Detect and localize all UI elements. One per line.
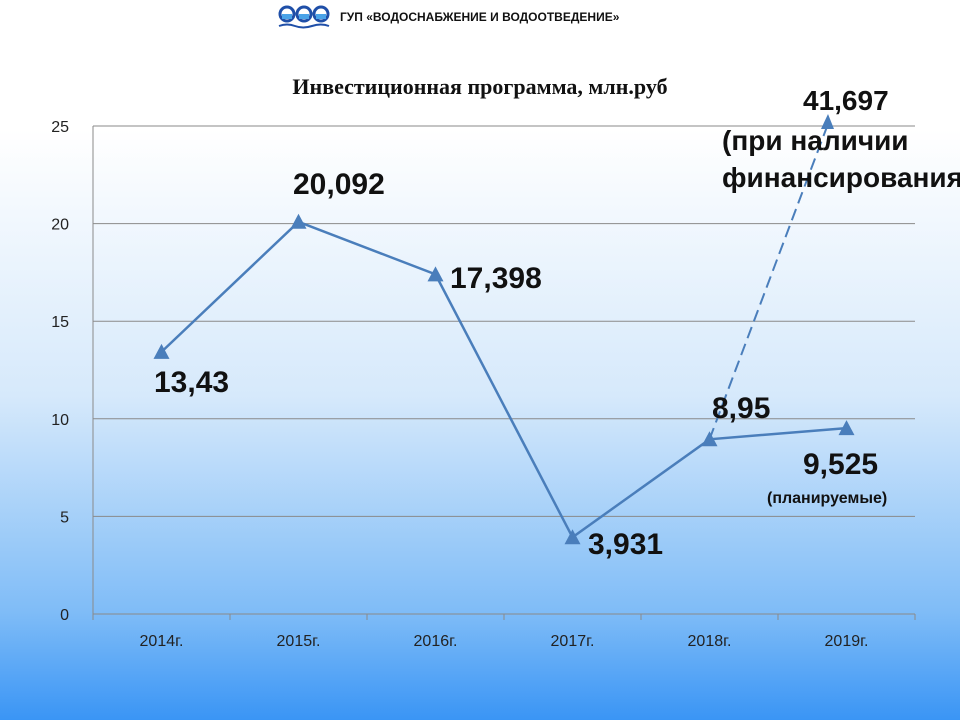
data-point-marker	[564, 529, 581, 545]
data-point-marker	[838, 420, 855, 436]
data-label: 9,525	[803, 448, 878, 481]
data-point-marker	[701, 431, 718, 447]
data-label: 17,398	[450, 262, 542, 295]
data-label: 13,43	[154, 366, 229, 399]
data-label: 3,931	[588, 528, 663, 561]
y-tick-label: 15	[51, 314, 69, 331]
organization-name: ГУП «ВОДОСНАБЖЕНИЕ И ВОДООТВЕДЕНИЕ»	[340, 10, 620, 24]
y-tick-label: 5	[60, 509, 69, 526]
x-tick-label: 2014г.	[140, 633, 184, 650]
alt-note-line2: финансирования)	[722, 162, 960, 193]
alt-value-label: 41,697	[803, 85, 889, 116]
x-tick-label: 2018г.	[688, 633, 732, 650]
data-point-marker	[153, 343, 170, 359]
x-tick-label: 2019г.	[825, 633, 869, 650]
data-label: 20,092	[293, 168, 385, 201]
x-tick-label: 2015г.	[277, 633, 321, 650]
projection-arrowhead	[821, 114, 834, 129]
projection-dashed-line	[708, 123, 829, 440]
x-tick-label: 2017г.	[551, 633, 595, 650]
y-tick-label: 0	[60, 607, 69, 624]
logo-icon	[278, 5, 330, 29]
data-label: 8,95	[712, 392, 770, 425]
data-point-marker	[427, 266, 444, 282]
y-tick-label: 20	[51, 217, 69, 234]
y-tick-label: 25	[51, 119, 69, 136]
header: ГУП «ВОДОСНАБЖЕНИЕ И ВОДООТВЕДЕНИЕ»	[278, 2, 619, 32]
x-tick-label: 2016г.	[414, 633, 458, 650]
chart-title: Инвестиционная программа, млн.руб	[292, 74, 668, 99]
data-point-marker	[290, 213, 307, 229]
planned-note: (планируемые)	[767, 490, 887, 507]
alt-note-line1: (при наличии	[722, 125, 909, 156]
series-line	[160, 220, 847, 540]
y-tick-label: 10	[51, 412, 69, 429]
